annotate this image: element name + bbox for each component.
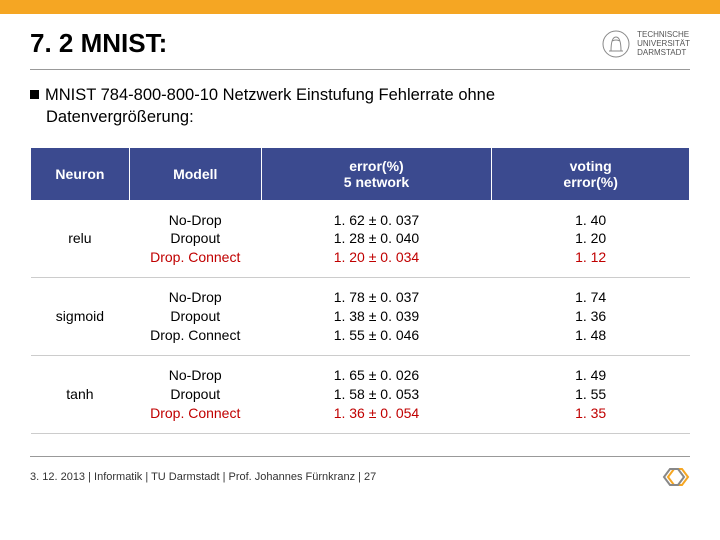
cell-err5: 1. 62 ± 0. 0371. 28 ± 0. 0401. 20 ± 0. 0… <box>261 200 492 278</box>
athena-icon <box>601 29 631 59</box>
results-table: Neuron Modell error(%)5 network votinger… <box>30 147 690 434</box>
cell-neuron: tanh <box>31 355 130 433</box>
cell-vote: 1. 491. 551. 35 <box>492 355 690 433</box>
cell-neuron: sigmoid <box>31 278 130 356</box>
body-text: MNIST 784-800-800-10 Netzwerk Einstufung… <box>0 84 720 129</box>
footer-logo-icon <box>662 465 690 489</box>
bullet-icon <box>30 90 39 99</box>
uni-line1: TECHNISCHE <box>637 30 690 39</box>
results-table-wrap: Neuron Modell error(%)5 network votinger… <box>0 129 720 434</box>
table-row: reluNo-DropDropoutDrop. Connect1. 62 ± 0… <box>31 200 690 278</box>
th-neuron: Neuron <box>31 147 130 200</box>
uni-line3: DARMSTADT <box>637 48 690 57</box>
university-logo: TECHNISCHE UNIVERSITÄT DARMSTADT <box>601 29 690 59</box>
th-err5: error(%)5 network <box>261 147 492 200</box>
th-vote: votingerror(%) <box>492 147 690 200</box>
header: 7. 2 MNIST: TECHNISCHE UNIVERSITÄT DARMS… <box>0 14 720 65</box>
bullet-text-1: MNIST 784-800-800-10 Netzwerk Einstufung… <box>45 86 495 104</box>
footer: 3. 12. 2013 | Informatik | TU Darmstadt … <box>0 465 720 489</box>
table-header-row: Neuron Modell error(%)5 network votinger… <box>31 147 690 200</box>
header-divider <box>30 69 690 70</box>
cell-vote: 1. 401. 201. 12 <box>492 200 690 278</box>
university-text: TECHNISCHE UNIVERSITÄT DARMSTADT <box>637 30 690 58</box>
footer-divider <box>30 456 690 457</box>
table-row: sigmoidNo-DropDropoutDrop. Connect1. 78 … <box>31 278 690 356</box>
cell-model: No-DropDropoutDrop. Connect <box>129 355 261 433</box>
slide-title: 7. 2 MNIST: <box>30 28 167 59</box>
cell-err5: 1. 65 ± 0. 0261. 58 ± 0. 0531. 36 ± 0. 0… <box>261 355 492 433</box>
cell-model: No-DropDropoutDrop. Connect <box>129 278 261 356</box>
th-model: Modell <box>129 147 261 200</box>
bullet-text-2: Datenvergrößerung: <box>30 106 690 128</box>
cell-model: No-DropDropoutDrop. Connect <box>129 200 261 278</box>
cell-vote: 1. 741. 361. 48 <box>492 278 690 356</box>
table-row: tanhNo-DropDropoutDrop. Connect1. 65 ± 0… <box>31 355 690 433</box>
cell-neuron: relu <box>31 200 130 278</box>
brand-bar <box>0 0 720 14</box>
cell-err5: 1. 78 ± 0. 0371. 38 ± 0. 0391. 55 ± 0. 0… <box>261 278 492 356</box>
uni-line2: UNIVERSITÄT <box>637 39 690 48</box>
footer-text: 3. 12. 2013 | Informatik | TU Darmstadt … <box>30 471 376 483</box>
bullet-line: MNIST 784-800-800-10 Netzwerk Einstufung… <box>30 84 690 106</box>
